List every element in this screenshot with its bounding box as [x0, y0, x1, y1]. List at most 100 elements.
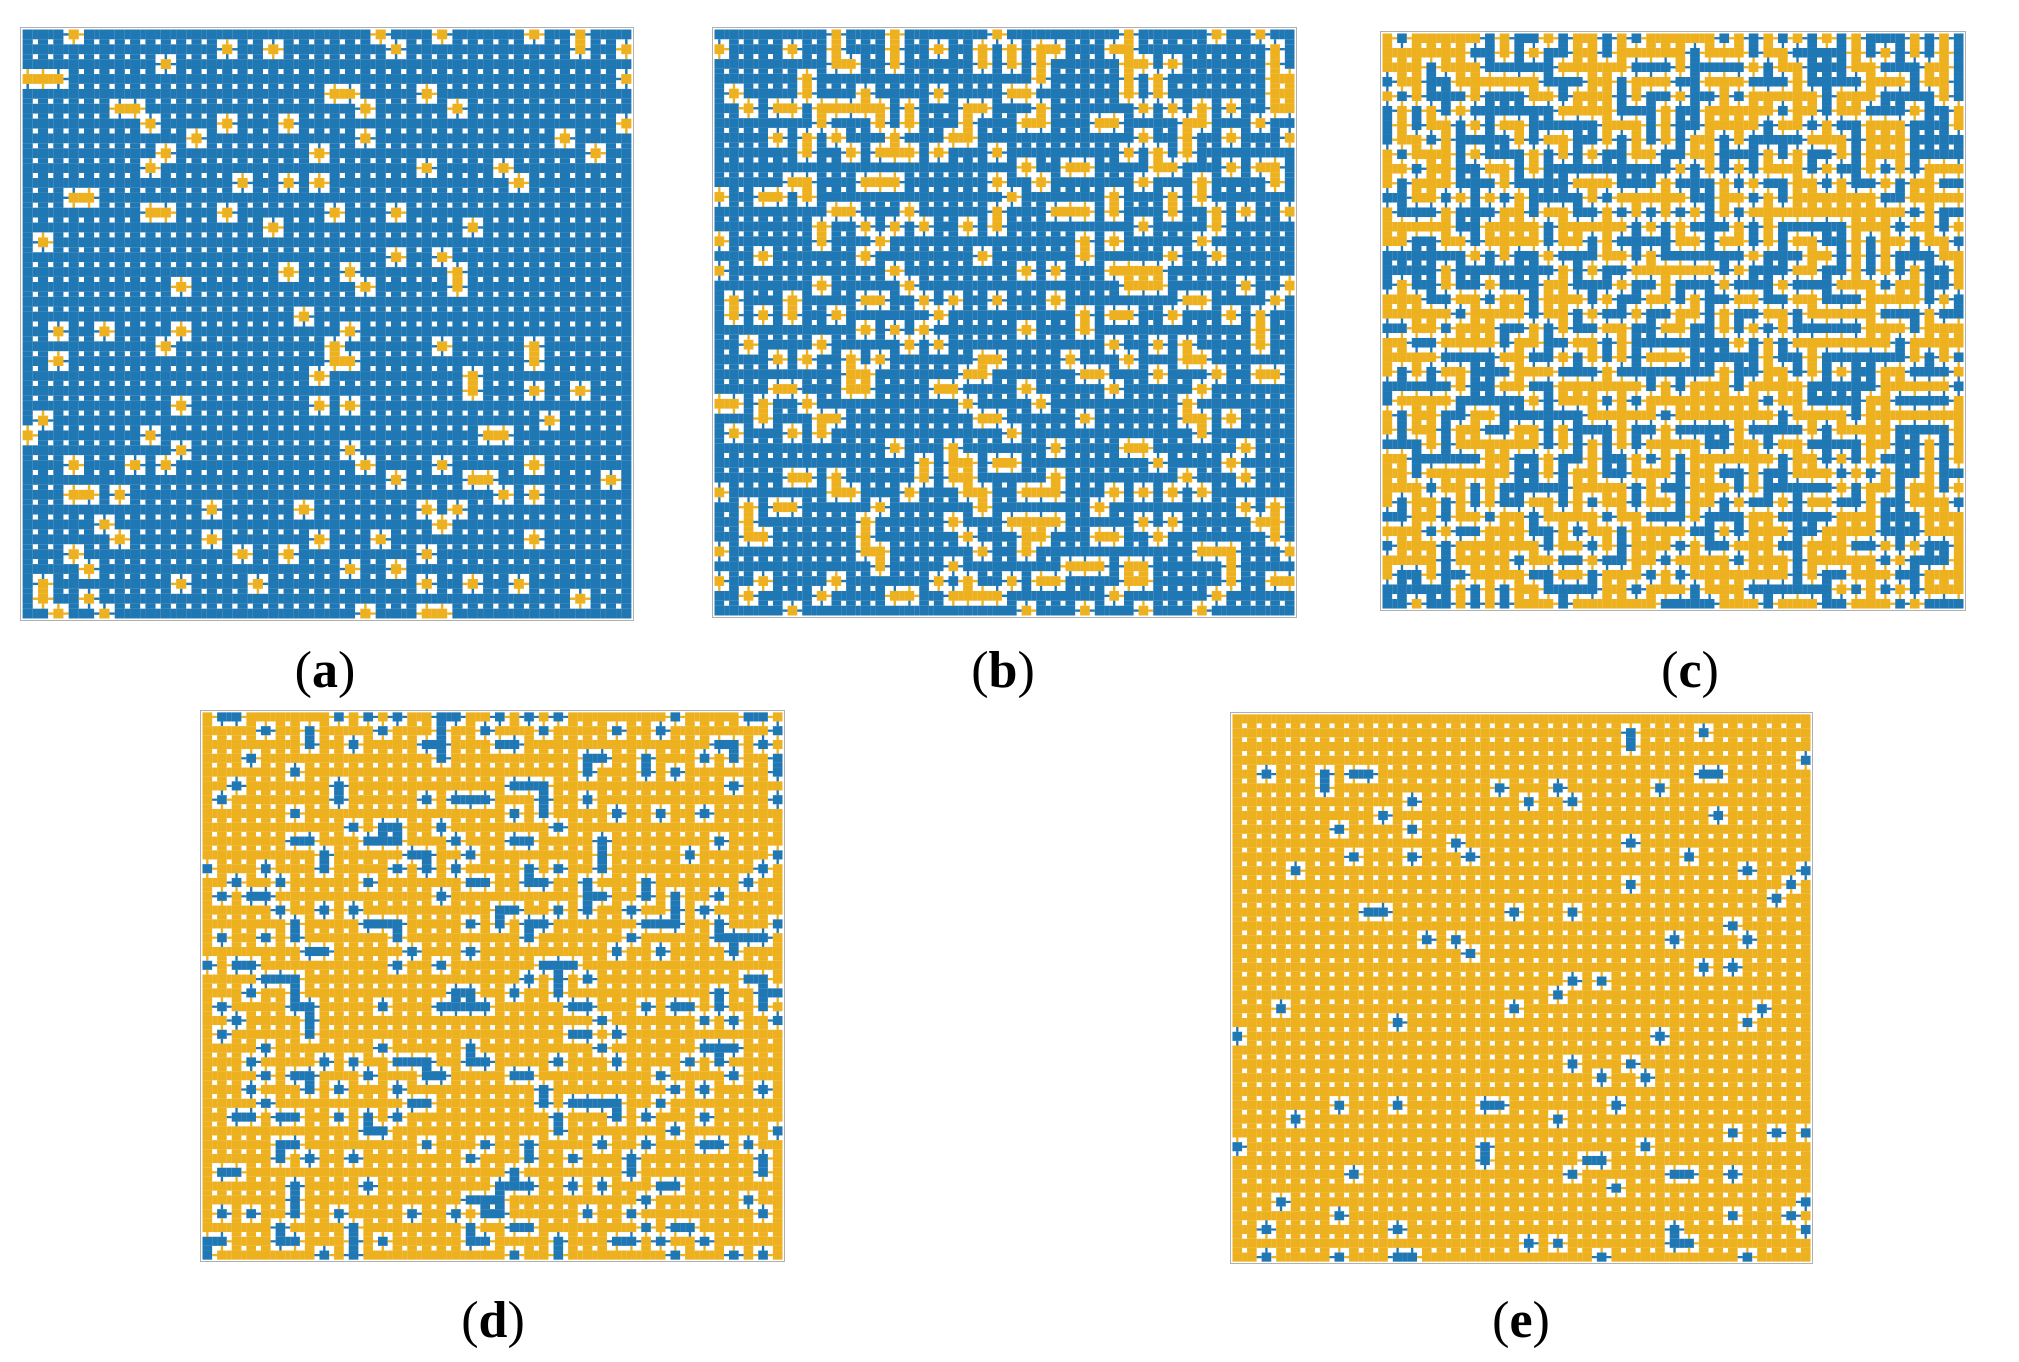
lattice-bond — [477, 29, 484, 40]
lattice-site — [544, 608, 555, 619]
lattice-bond — [237, 113, 248, 119]
lattice-bond — [493, 341, 499, 352]
lattice-site — [222, 489, 233, 500]
lattice-bond — [579, 54, 582, 60]
lattice-site — [758, 59, 769, 69]
lattice-bond — [176, 69, 187, 75]
lattice-bond — [170, 252, 177, 263]
lattice-site — [344, 207, 356, 218]
lattice-bond — [48, 59, 54, 70]
lattice-bond — [513, 484, 524, 490]
lattice-bond — [216, 508, 223, 511]
lattice-site — [206, 148, 217, 159]
lattice-bond — [57, 69, 60, 75]
lattice-bond — [339, 211, 345, 214]
lattice-site — [787, 44, 798, 55]
lattice-bond — [498, 187, 509, 193]
lattice-bond — [63, 504, 69, 515]
lattice-bond — [247, 181, 253, 185]
lattice-bond — [575, 128, 586, 134]
lattice-bond — [164, 217, 168, 223]
lattice-bond — [416, 534, 422, 545]
lattice-site — [437, 504, 448, 515]
lattice-bond — [109, 44, 115, 55]
lattice-site — [344, 385, 356, 396]
lattice-site — [344, 281, 356, 292]
lattice-bond — [109, 356, 115, 367]
lattice-site — [421, 296, 432, 307]
lattice-bond — [232, 281, 238, 292]
lattice-bond — [124, 29, 131, 40]
lattice-bond — [554, 44, 560, 55]
lattice-bond — [605, 172, 617, 179]
lattice-bond — [109, 178, 115, 188]
lattice-site — [268, 475, 279, 485]
lattice-bond — [130, 395, 141, 401]
lattice-site — [498, 593, 509, 604]
lattice-bond — [394, 262, 398, 268]
lattice-site — [559, 192, 570, 203]
lattice-bond — [237, 321, 248, 327]
lattice-site — [360, 608, 371, 619]
lattice-site — [314, 371, 325, 381]
lattice-bond — [585, 597, 591, 600]
lattice-bond — [222, 143, 233, 149]
lattice-bond — [130, 336, 141, 342]
lattice-bond — [176, 187, 187, 193]
lattice-bond — [355, 371, 361, 381]
lattice-bond — [513, 291, 524, 297]
lattice-site — [590, 534, 601, 545]
lattice-site — [314, 430, 325, 441]
lattice-bond — [247, 504, 253, 515]
lattice-site — [145, 534, 156, 545]
lattice-site — [452, 326, 463, 337]
lattice-bond — [222, 158, 233, 164]
lattice-bond — [375, 262, 386, 268]
lattice-bond — [585, 207, 591, 218]
lattice-bond — [605, 128, 617, 134]
lattice-bond — [68, 425, 79, 431]
lattice-site — [391, 430, 402, 441]
lattice-bond — [283, 232, 294, 238]
lattice-bond — [201, 311, 207, 322]
lattice-site — [421, 460, 432, 470]
lattice-bond — [554, 59, 560, 70]
lattice-bond — [370, 445, 376, 456]
lattice-bond — [391, 143, 402, 149]
lattice-site — [252, 311, 263, 322]
lattice-site — [37, 237, 49, 248]
lattice-bond — [114, 158, 125, 164]
lattice-bond — [370, 237, 376, 248]
lattice-bond — [600, 504, 606, 515]
lattice-bond — [600, 519, 606, 530]
lattice-site — [252, 207, 263, 218]
lattice-bond — [1250, 44, 1256, 55]
lattice-bond — [109, 578, 115, 589]
lattice-site — [904, 44, 915, 55]
lattice-bond — [309, 207, 315, 218]
lattice-bond — [391, 128, 402, 134]
lattice-site — [483, 445, 494, 456]
lattice-bond — [329, 276, 340, 282]
lattice-bond — [324, 578, 330, 589]
lattice-site — [375, 578, 386, 589]
lattice-site — [53, 237, 64, 248]
lattice-site — [406, 252, 417, 263]
lattice-bond — [493, 222, 499, 233]
lattice-bond — [124, 430, 131, 441]
lattice-site — [452, 504, 463, 515]
lattice-bond — [1162, 44, 1168, 55]
lattice-site — [84, 267, 95, 277]
lattice-site — [467, 475, 478, 485]
lattice-site — [99, 460, 110, 470]
lattice-bond — [201, 29, 207, 40]
lattice-bond — [605, 410, 617, 416]
lattice-site — [360, 578, 371, 589]
lattice-bond — [437, 187, 448, 193]
lattice-site — [329, 267, 340, 277]
lattice-bond — [600, 237, 606, 248]
lattice-site — [37, 430, 49, 441]
lattice-bond — [554, 29, 560, 40]
lattice-site — [314, 29, 325, 40]
lattice-bond — [360, 187, 371, 193]
